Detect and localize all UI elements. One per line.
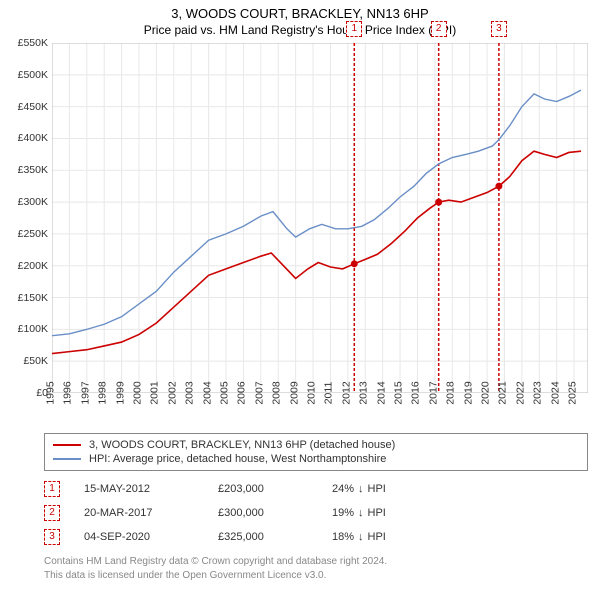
x-axis-label: 2022 bbox=[510, 381, 526, 404]
arrow-down-icon: ↓ bbox=[358, 483, 364, 495]
x-axis-label: 2024 bbox=[545, 381, 561, 404]
y-axis-label: £550K bbox=[18, 37, 52, 49]
transaction-diff: 18% ↓ HPI bbox=[332, 531, 442, 543]
x-axis-label: 1998 bbox=[93, 381, 109, 404]
arrow-down-icon: ↓ bbox=[358, 531, 364, 543]
y-axis-label: £450K bbox=[18, 101, 52, 113]
x-axis-label: 2019 bbox=[458, 381, 474, 404]
x-axis-label: 2012 bbox=[336, 381, 352, 404]
x-axis-label: 2006 bbox=[232, 381, 248, 404]
x-axis-label: 2020 bbox=[475, 381, 491, 404]
y-axis-label: £250K bbox=[18, 228, 52, 240]
y-axis-label: £350K bbox=[18, 164, 52, 176]
legend-label: HPI: Average price, detached house, West… bbox=[89, 453, 386, 465]
x-axis-label: 2010 bbox=[301, 381, 317, 404]
x-axis-label: 2018 bbox=[441, 381, 457, 404]
x-axis-label: 2005 bbox=[214, 381, 230, 404]
transaction-diff: 24% ↓ HPI bbox=[332, 483, 442, 495]
y-axis-label: £200K bbox=[18, 260, 52, 272]
y-axis-label: £150K bbox=[18, 292, 52, 304]
transaction-price: £300,000 bbox=[218, 507, 308, 519]
licence-line: Contains HM Land Registry data © Crown c… bbox=[44, 555, 588, 569]
licence-text: Contains HM Land Registry data © Crown c… bbox=[44, 555, 588, 582]
chart-area: £0£50K£100K£150K£200K£250K£300K£350K£400… bbox=[52, 43, 588, 393]
x-axis-label: 1996 bbox=[58, 381, 74, 404]
y-axis-label: £400K bbox=[18, 132, 52, 144]
y-axis-label: £300K bbox=[18, 196, 52, 208]
licence-line: This data is licensed under the Open Gov… bbox=[44, 569, 588, 583]
y-axis-label: £100K bbox=[18, 323, 52, 335]
line-chart bbox=[52, 43, 588, 393]
x-axis-label: 2004 bbox=[197, 381, 213, 404]
x-axis-label: 2025 bbox=[562, 381, 578, 404]
page-subtitle: Price paid vs. HM Land Registry's House … bbox=[0, 23, 600, 37]
x-axis-label: 1997 bbox=[75, 381, 91, 404]
legend-item: 3, WOODS COURT, BRACKLEY, NN13 6HP (deta… bbox=[53, 438, 579, 452]
x-axis-label: 2007 bbox=[249, 381, 265, 404]
legend-item: HPI: Average price, detached house, West… bbox=[53, 452, 579, 466]
arrow-down-icon: ↓ bbox=[358, 507, 364, 519]
page-title: 3, WOODS COURT, BRACKLEY, NN13 6HP bbox=[0, 6, 600, 21]
transaction-diff: 19% ↓ HPI bbox=[332, 507, 442, 519]
x-axis-label: 2001 bbox=[145, 381, 161, 404]
transaction-date: 15-MAY-2012 bbox=[84, 483, 194, 495]
x-axis-label: 2002 bbox=[162, 381, 178, 404]
transaction-marker: 3 bbox=[44, 529, 60, 545]
x-axis-label: 2017 bbox=[423, 381, 439, 404]
transaction-marker: 1 bbox=[346, 21, 362, 37]
transaction-marker: 3 bbox=[491, 21, 507, 37]
chart-container: 3, WOODS COURT, BRACKLEY, NN13 6HP Price… bbox=[0, 6, 600, 596]
transaction-date: 20-MAR-2017 bbox=[84, 507, 194, 519]
y-axis-label: £500K bbox=[18, 69, 52, 81]
x-axis-label: 2015 bbox=[388, 381, 404, 404]
y-axis-label: £50K bbox=[23, 355, 52, 367]
transaction-row: 2 20-MAR-2017 £300,000 19% ↓ HPI bbox=[44, 501, 588, 525]
transaction-price: £325,000 bbox=[218, 531, 308, 543]
x-axis-label: 2011 bbox=[319, 382, 335, 405]
legend-swatch bbox=[53, 458, 81, 460]
transaction-marker: 2 bbox=[431, 21, 447, 37]
x-axis-label: 1999 bbox=[110, 381, 126, 404]
x-axis-label: 2000 bbox=[127, 381, 143, 404]
transactions-table: 1 15-MAY-2012 £203,000 24% ↓ HPI 2 20-MAR-201… bbox=[44, 477, 588, 549]
legend: 3, WOODS COURT, BRACKLEY, NN13 6HP (deta… bbox=[44, 433, 588, 471]
transaction-marker: 2 bbox=[44, 505, 60, 521]
legend-swatch bbox=[53, 444, 81, 446]
transaction-row: 1 15-MAY-2012 £203,000 24% ↓ HPI bbox=[44, 477, 588, 501]
x-axis-label: 1995 bbox=[40, 381, 56, 404]
x-axis-label: 2003 bbox=[180, 381, 196, 404]
transaction-marker: 1 bbox=[44, 481, 60, 497]
x-axis-label: 2013 bbox=[354, 381, 370, 404]
transaction-row: 3 04-SEP-2020 £325,000 18% ↓ HPI bbox=[44, 525, 588, 549]
transaction-date: 04-SEP-2020 bbox=[84, 531, 194, 543]
x-axis-label: 2014 bbox=[371, 381, 387, 404]
x-axis-label: 2016 bbox=[406, 381, 422, 404]
x-axis-label: 2008 bbox=[267, 381, 283, 404]
x-axis-label: 2009 bbox=[284, 381, 300, 404]
x-axis-label: 2023 bbox=[528, 381, 544, 404]
x-axis-label: 2021 bbox=[493, 381, 509, 404]
transaction-price: £203,000 bbox=[218, 483, 308, 495]
legend-label: 3, WOODS COURT, BRACKLEY, NN13 6HP (deta… bbox=[89, 439, 395, 451]
